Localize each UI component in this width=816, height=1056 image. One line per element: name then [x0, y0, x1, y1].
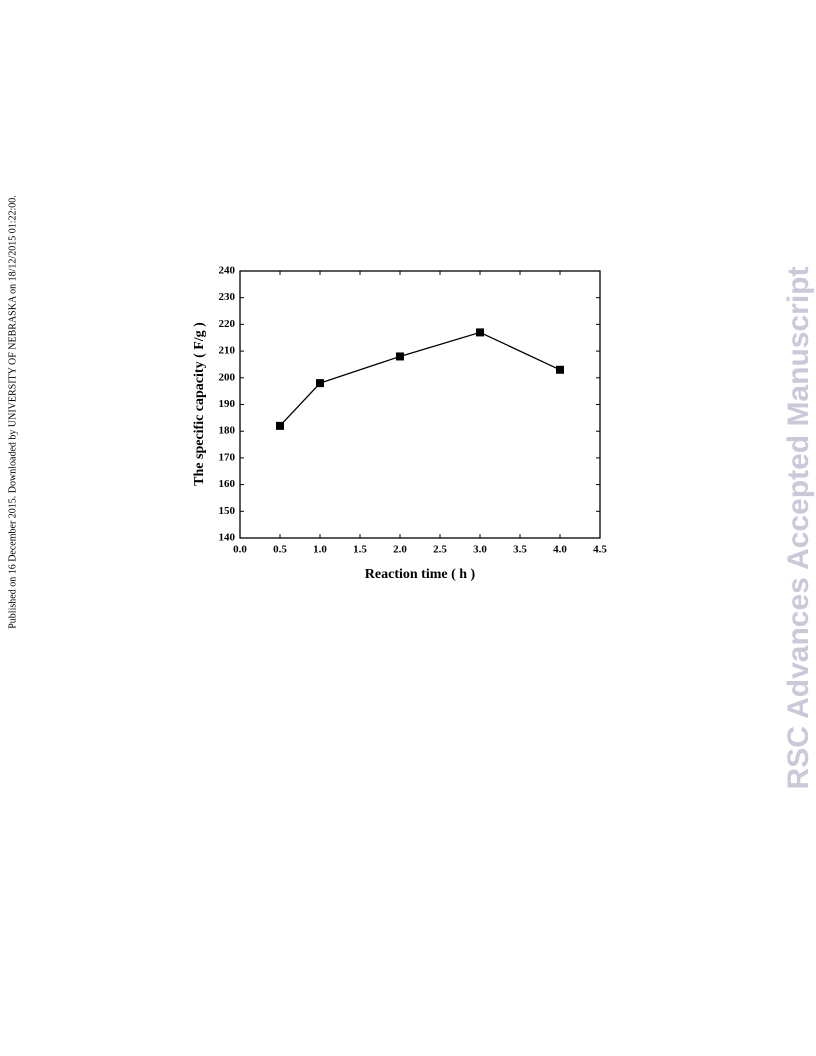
side-note: Published on 16 December 2015. Downloade…	[7, 195, 18, 629]
data-point	[316, 379, 324, 388]
y-tick-label: 160	[219, 478, 236, 490]
y-tick-label: 180	[219, 425, 236, 437]
x-tick-label: 4.0	[553, 544, 567, 556]
x-axis-label: Reaction time ( h )	[365, 567, 476, 582]
x-tick-label: 2.5	[433, 544, 447, 556]
x-tick-label: 0.5	[273, 544, 287, 556]
data-point	[276, 421, 284, 430]
y-tick-label: 240	[219, 265, 236, 277]
x-tick-label: 4.5	[593, 544, 607, 556]
y-tick-label: 200	[219, 371, 236, 383]
data-point	[396, 352, 404, 361]
x-tick-label: 0.0	[233, 544, 247, 556]
x-tick-label: 1.0	[313, 544, 327, 556]
y-tick-label: 220	[219, 318, 236, 330]
y-tick-label: 170	[219, 451, 236, 463]
y-axis-label: The specific capacity ( F/g )	[192, 322, 207, 486]
y-tick-label: 190	[219, 398, 236, 410]
data-line	[279, 331, 561, 427]
x-tick-label: 1.5	[353, 544, 367, 556]
y-tick-label: 150	[219, 505, 236, 517]
x-tick-label: 3.0	[473, 544, 487, 556]
watermark: RSC Advances Accepted Manuscript	[782, 267, 815, 790]
plot-frame	[239, 270, 601, 539]
y-tick-label: 140	[219, 532, 236, 544]
x-tick-label: 2.0	[393, 544, 407, 556]
y-tick-label: 210	[219, 345, 236, 357]
data-point	[476, 328, 484, 337]
y-tick-label: 230	[219, 291, 236, 303]
data-point	[556, 365, 564, 374]
x-tick-label: 3.5	[513, 544, 527, 556]
